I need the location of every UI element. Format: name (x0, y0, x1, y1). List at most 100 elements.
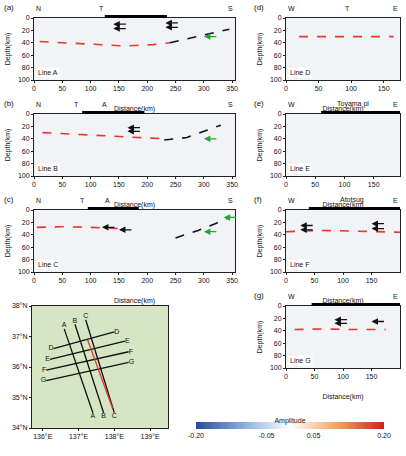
svg-text:350: 350 (226, 277, 238, 284)
svg-text:Line C: Line C (38, 261, 58, 268)
svg-text:80: 80 (22, 64, 30, 71)
svg-text:60: 60 (274, 52, 282, 59)
svg-text:N: N (36, 197, 41, 204)
svg-text:100: 100 (337, 277, 349, 284)
svg-text:Depth(km): Depth(km) (4, 33, 12, 66)
svg-text:T: T (74, 101, 79, 108)
svg-text:0: 0 (32, 181, 36, 188)
svg-text:E: E (45, 355, 50, 362)
svg-text:W: W (288, 5, 295, 12)
svg-text:37°N: 37°N (12, 333, 28, 340)
svg-text:Distance(km): Distance(km) (322, 105, 363, 113)
svg-text:100: 100 (339, 181, 351, 188)
svg-text:20: 20 (22, 27, 30, 34)
svg-text:Depth(km): Depth(km) (256, 129, 264, 162)
svg-text:Toyama pl: Toyama pl (337, 100, 369, 108)
svg-text:-0.05: -0.05 (259, 432, 275, 439)
svg-text:Distance(km): Distance(km) (114, 297, 155, 305)
svg-text:300: 300 (198, 181, 210, 188)
svg-text:0.20: 0.20 (377, 432, 391, 439)
svg-text:200: 200 (141, 85, 153, 92)
svg-text:N: N (36, 5, 41, 12)
svg-text:Line B: Line B (38, 165, 58, 172)
svg-text:50: 50 (311, 277, 319, 284)
svg-text:150: 150 (378, 85, 390, 92)
svg-text:0: 0 (284, 181, 288, 188)
svg-text:50: 50 (315, 85, 323, 92)
svg-text:80: 80 (274, 160, 282, 167)
svg-text:S: S (228, 5, 233, 12)
svg-text:Distance(km): Distance(km) (322, 393, 363, 401)
svg-text:20: 20 (274, 219, 282, 226)
svg-text:T: T (80, 197, 85, 204)
svg-text:Depth(km): Depth(km) (4, 225, 12, 258)
svg-text:100: 100 (18, 268, 30, 275)
svg-text:Amplitude: Amplitude (274, 417, 305, 425)
svg-text:0: 0 (284, 85, 288, 92)
svg-text:250: 250 (170, 85, 182, 92)
svg-text:80: 80 (274, 352, 282, 359)
svg-text:60: 60 (274, 148, 282, 155)
svg-text:D: D (114, 328, 119, 335)
svg-text:150: 150 (366, 277, 378, 284)
svg-text:0: 0 (32, 85, 36, 92)
svg-text:Line D: Line D (290, 69, 310, 76)
svg-text:350: 350 (226, 85, 238, 92)
svg-text:20: 20 (274, 315, 282, 322)
svg-text:E: E (393, 101, 398, 108)
svg-text:(d): (d) (254, 3, 264, 12)
svg-text:Line A: Line A (38, 69, 58, 76)
svg-text:80: 80 (22, 256, 30, 263)
svg-text:250: 250 (170, 181, 182, 188)
svg-text:138°E: 138°E (105, 433, 124, 440)
svg-text:60: 60 (274, 244, 282, 251)
svg-text:0: 0 (284, 373, 288, 380)
svg-text:20: 20 (274, 27, 282, 34)
svg-text:350: 350 (226, 181, 238, 188)
svg-text:T: T (99, 5, 104, 12)
svg-text:0: 0 (278, 14, 282, 21)
svg-text:A: A (105, 197, 110, 204)
svg-text:40: 40 (22, 135, 30, 142)
svg-text:150: 150 (368, 181, 380, 188)
svg-text:139°E: 139°E (141, 433, 160, 440)
svg-text:C: C (83, 312, 88, 319)
svg-text:100: 100 (270, 76, 282, 83)
svg-text:0.05: 0.05 (307, 432, 321, 439)
svg-text:F: F (129, 348, 133, 355)
svg-text:20: 20 (274, 123, 282, 130)
svg-text:Depth(km): Depth(km) (4, 129, 12, 162)
svg-text:60: 60 (22, 148, 30, 155)
svg-text:300: 300 (198, 277, 210, 284)
svg-text:35°N: 35°N (12, 394, 28, 401)
svg-text:G: G (41, 376, 46, 383)
svg-text:0: 0 (32, 277, 36, 284)
svg-text:40: 40 (22, 231, 30, 238)
svg-text:80: 80 (274, 64, 282, 71)
svg-text:0: 0 (278, 206, 282, 213)
svg-text:(g): (g) (254, 291, 264, 300)
svg-text:(b): (b) (4, 99, 14, 108)
svg-text:150: 150 (113, 181, 125, 188)
svg-text:136°E: 136°E (33, 433, 52, 440)
svg-text:Distance(km): Distance(km) (114, 105, 155, 113)
svg-text:200: 200 (141, 277, 153, 284)
svg-text:Distance(km): Distance(km) (322, 297, 363, 305)
svg-text:(a): (a) (4, 3, 14, 12)
svg-text:100: 100 (337, 373, 349, 380)
svg-text:100: 100 (345, 85, 357, 92)
svg-text:D: D (48, 344, 53, 351)
svg-text:E: E (125, 337, 130, 344)
svg-text:20: 20 (22, 219, 30, 226)
svg-text:N: N (36, 101, 41, 108)
svg-text:B: B (101, 412, 106, 419)
svg-text:38°N: 38°N (12, 302, 28, 309)
svg-text:100: 100 (270, 364, 282, 371)
svg-text:40: 40 (274, 327, 282, 334)
svg-text:200: 200 (141, 181, 153, 188)
svg-text:100: 100 (270, 172, 282, 179)
svg-text:A: A (62, 321, 67, 328)
svg-text:36°N: 36°N (12, 363, 28, 370)
svg-text:40: 40 (274, 39, 282, 46)
svg-text:80: 80 (22, 160, 30, 167)
